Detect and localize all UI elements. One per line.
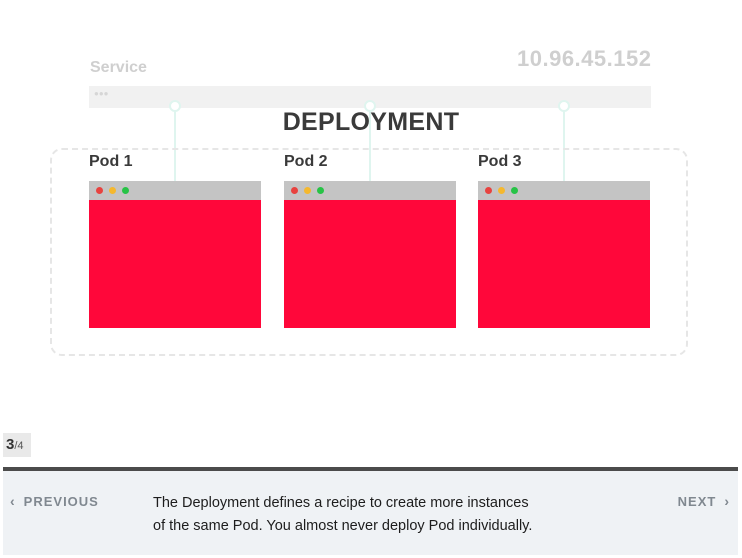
pod-1-titlebar — [89, 181, 261, 200]
window-close-dot-icon — [485, 187, 492, 194]
caption-line-2: of the same Pod. You almost never deploy… — [153, 518, 533, 534]
window-maximize-dot-icon — [511, 187, 518, 194]
connector-node-pod-3 — [558, 100, 570, 112]
step-current: 3 — [6, 436, 15, 453]
chevron-left-icon: ‹ — [10, 493, 16, 509]
window-minimize-dot-icon — [109, 187, 116, 194]
next-button[interactable]: NEXT › — [678, 493, 730, 509]
pod-2-titlebar — [284, 181, 456, 200]
service-bar-dots-icon: ●●● — [94, 89, 109, 98]
window-minimize-dot-icon — [304, 187, 311, 194]
service-label: Service — [90, 59, 147, 76]
slide-caption: The Deployment defines a recipe to creat… — [153, 492, 603, 538]
chevron-right-icon: › — [724, 493, 730, 509]
pod-3-titlebar — [478, 181, 650, 200]
window-maximize-dot-icon — [122, 187, 129, 194]
step-counter: 3/4 — [3, 433, 31, 457]
pod-3-window — [478, 181, 650, 328]
step-total: /4 — [14, 440, 24, 452]
caption-line-1: The Deployment defines a recipe to creat… — [153, 495, 529, 511]
pod-3-label: Pod 3 — [478, 153, 522, 170]
window-close-dot-icon — [96, 187, 103, 194]
next-label: NEXT — [677, 493, 717, 509]
deployment-title: DEPLOYMENT — [282, 108, 460, 136]
connector-node-pod-1 — [169, 100, 181, 112]
window-maximize-dot-icon — [317, 187, 324, 194]
pod-2-window — [284, 181, 456, 328]
service-ip: 10.96.45.152 — [517, 46, 652, 71]
service-bar: ●●● — [89, 86, 651, 108]
window-close-dot-icon — [291, 187, 298, 194]
pod-1-label: Pod 1 — [89, 153, 133, 170]
slide-footer: ‹ PREVIOUS The Deployment defines a reci… — [3, 467, 738, 555]
deployment-boundary — [50, 148, 688, 356]
previous-label: PREVIOUS — [23, 493, 99, 509]
window-minimize-dot-icon — [498, 187, 505, 194]
previous-button[interactable]: ‹ PREVIOUS — [10, 493, 99, 509]
connector-node-pod-2 — [364, 100, 376, 112]
pod-2-label: Pod 2 — [284, 153, 328, 170]
pod-1-window — [89, 181, 261, 328]
